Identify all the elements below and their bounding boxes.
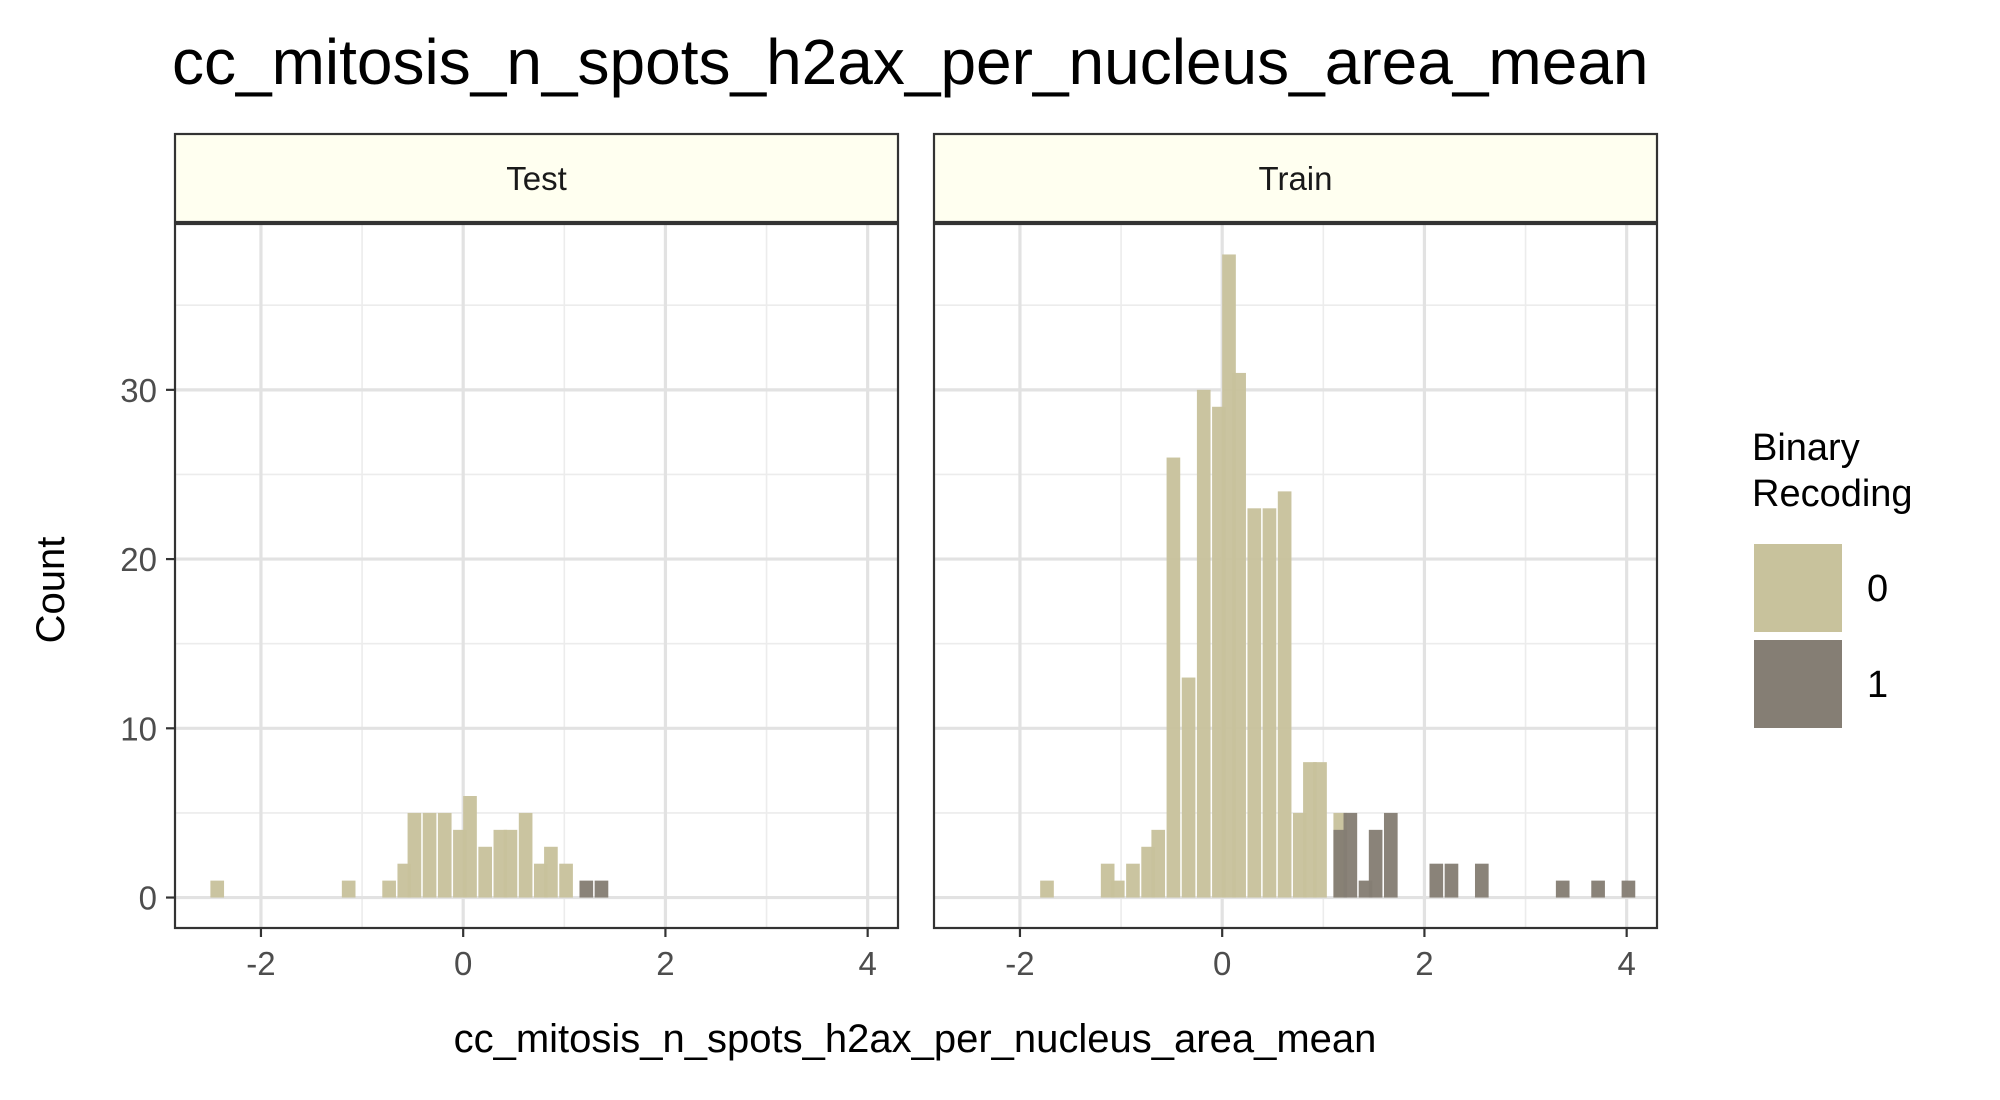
x-axis-label: cc_mitosis_n_spots_h2ax_per_nucleus_area… [454,1017,1377,1061]
legend-title: Recoding [1752,473,1913,515]
panel-background [175,224,898,928]
facet-strip-label: Train [1259,160,1333,197]
bar-train-class-0 [1040,880,1054,898]
facet-strip [932,132,1659,224]
y-tick-label: 30 [120,372,157,409]
legend-label-1: 1 [1867,664,1888,706]
facet-panel-train: Train -2 0 2 4 [932,132,1659,982]
panel-border [932,222,1659,930]
bar-test-class-1 [579,880,594,898]
legend-key-0 [1754,544,1842,632]
y-tick-label: 20 [120,541,157,578]
panel-border [173,222,900,930]
panel-background [934,224,1657,928]
facet-strip [173,132,900,224]
bar-train-class-0 [1277,491,1292,898]
bar-train-class-1 [1555,880,1570,898]
bar-train-class-0 [1166,457,1181,898]
bar-train-class-0 [1232,372,1246,898]
chart-title: cc_mitosis_n_spots_h2ax_per_nucleus_area… [172,26,1649,98]
x-tick-label: -2 [246,945,275,982]
bar-train-class-1 [1383,812,1398,898]
x-tick-label: 0 [454,945,472,982]
x-tick-label: -2 [1005,945,1034,982]
x-tick-label: 4 [858,945,876,982]
bar-train-class-0 [1126,863,1140,898]
bar-test-class-0 [559,863,573,898]
facet-panel-test: Test -2 0 2 4 [173,132,900,982]
histogram-bars [210,796,609,898]
x-tick-label: 4 [1617,945,1635,982]
bar-test-class-0 [518,812,533,898]
bar-train-class-0 [1262,508,1277,898]
y-axis-label: Count [29,537,73,644]
bar-test-class-0 [503,829,518,898]
bar-train-class-1 [1591,880,1605,898]
histogram-bars [1040,254,1636,898]
bar-train-class-1 [1474,863,1489,898]
bar-train-class-0 [1247,508,1262,898]
bar-train-class-1 [1444,863,1459,898]
bar-test-class-0 [341,880,356,898]
bar-train-class-0 [1151,829,1166,898]
bar-test-class-0 [422,812,437,898]
bar-test-class-0 [463,796,477,898]
bar-train-class-1 [1368,829,1383,898]
bar-train-class-1 [1621,880,1636,898]
bar-train-class-1 [1429,863,1444,898]
x-tick-label: 0 [1213,945,1231,982]
bar-train-class-0 [1110,880,1125,898]
facet-strip-label: Test [506,160,567,197]
y-tick-label: 10 [120,710,157,747]
bar-test-class-0 [407,812,422,898]
legend-label-0: 0 [1867,568,1888,610]
y-axis: 0 10 20 30 [120,372,175,917]
bar-test-class-0 [544,846,558,898]
bar-test-class-1 [594,880,609,898]
gridlines [175,224,898,928]
bar-train-class-1 [1343,812,1358,898]
bar-test-class-0 [478,846,493,898]
x-tick-label: 2 [1415,945,1433,982]
x-tick-label: 2 [656,945,674,982]
bar-test-class-0 [382,880,396,898]
legend-title: Binary [1752,427,1860,469]
bar-train-class-0 [1313,762,1327,898]
bar-test-class-0 [210,880,225,898]
bar-test-class-0 [437,812,452,898]
legend-key-1 [1754,640,1842,728]
y-tick-label: 0 [139,880,157,917]
bar-train-class-0 [1181,677,1196,898]
facet-panels: Test -2 0 2 4 Train -2 0 2 4 [173,132,1659,982]
bar-train-class-0 [1196,389,1211,898]
